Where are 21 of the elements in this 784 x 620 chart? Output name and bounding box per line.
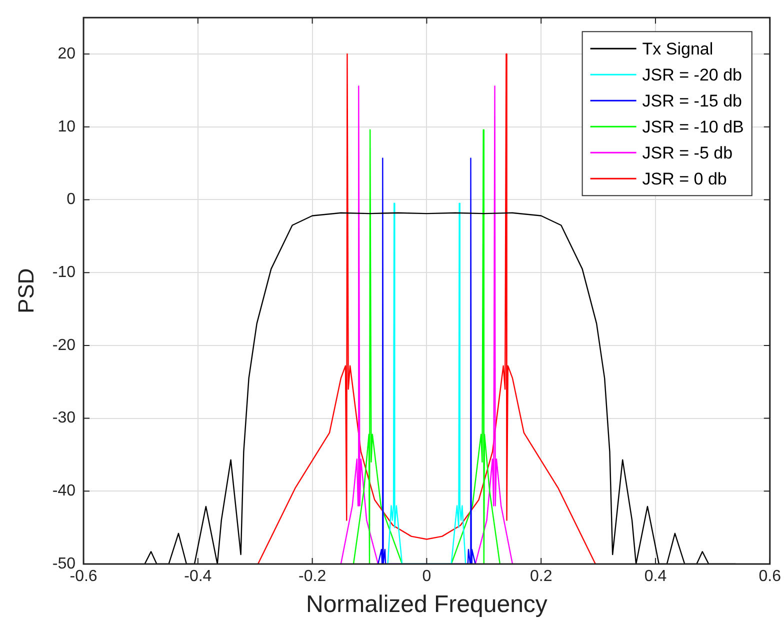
y-tick-label: 10 — [58, 118, 76, 136]
legend-label: JSR = -5 db — [642, 143, 733, 162]
legend-label: Tx Signal — [642, 39, 714, 58]
y-tick-label: -10 — [52, 264, 76, 281]
y-tick-label: 0 — [66, 191, 76, 208]
x-tick-label: -0.4 — [184, 568, 212, 586]
legend-label: JSR = -20 db — [642, 65, 742, 84]
y-tick-label: -40 — [52, 482, 76, 500]
legend-label: JSR = -15 db — [642, 91, 742, 110]
y-tick-label: -20 — [52, 336, 76, 354]
y-tick-label: 20 — [58, 45, 76, 62]
x-tick-label: 0.2 — [530, 568, 552, 586]
x-tick-label: 0 — [422, 568, 432, 586]
y-axis-title: PSD — [13, 268, 38, 314]
x-axis-title: Normalized Frequency — [306, 591, 548, 618]
y-tick-label: -30 — [52, 410, 76, 427]
x-tick-label: 0.4 — [644, 568, 667, 586]
legend-label: JSR = 0 db — [642, 169, 727, 188]
legend-label: JSR = -10 dB — [642, 117, 744, 136]
x-tick-label: -0.2 — [298, 568, 326, 586]
x-tick-label: 0.6 — [758, 568, 782, 586]
